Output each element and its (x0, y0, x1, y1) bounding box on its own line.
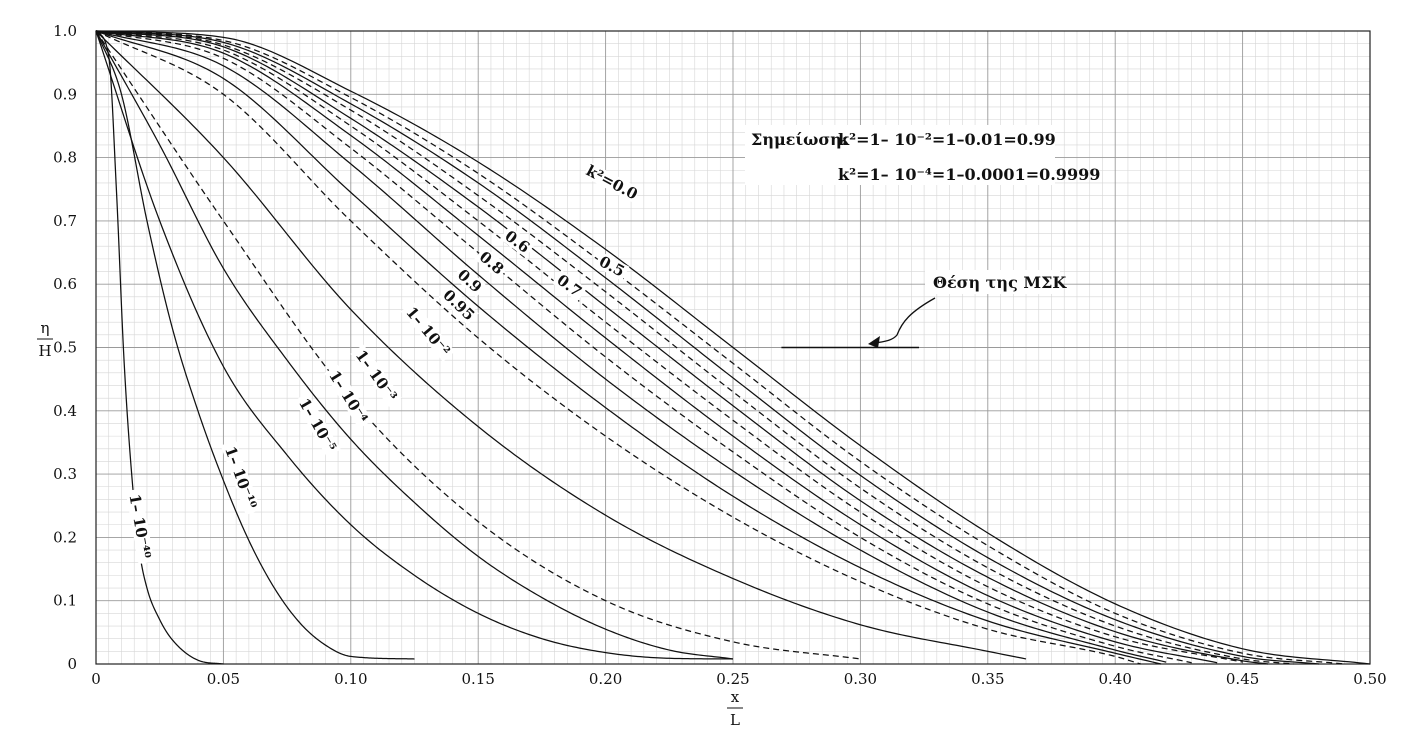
series-line (95, 30, 1141, 665)
y-axis-label-denominator: H (38, 342, 51, 360)
x-tick-label: 0.20 (589, 670, 622, 688)
curve-label-text: 1– 10⁻² (402, 303, 453, 359)
y-tick-label: 0.4 (53, 402, 77, 420)
annotation-arrowhead (868, 336, 880, 348)
x-axis-label-denominator: L (730, 711, 740, 729)
x-tick-label: 0.25 (716, 670, 749, 688)
series-line (95, 30, 1320, 665)
curve-label-text: 1– 10⁻¹⁰ (221, 444, 260, 512)
series-line (95, 30, 1162, 665)
y-tick-labels: 0 0.1 0.2 0.3 0.4 0.5 0.6 0.7 0.8 0.9 1.0 (53, 22, 77, 673)
y-tick-label: 1.0 (53, 22, 77, 40)
annotation-text: Θέση της ΜΣΚ (933, 273, 1067, 292)
x-tick-label: 0.50 (1353, 670, 1386, 688)
y-tick-label: 0.3 (53, 465, 77, 483)
note-block: Σημείωση: k²=1– 10⁻²=1–0.01=0.99 k²=1– 1… (745, 125, 1100, 185)
x-tick-label: 0.45 (1226, 670, 1259, 688)
curve-label-background (294, 392, 341, 458)
curve-label-text: k²=0.0 (583, 161, 641, 203)
y-tick-label: 0.9 (53, 85, 77, 103)
series-line (95, 30, 224, 665)
curve-label: 0.5 (594, 252, 630, 281)
y-tick-label: 0.2 (53, 528, 77, 546)
note-line-2: k²=1– 10⁻⁴=1–0.0001=0.9999 (838, 165, 1100, 184)
series-line (95, 30, 1345, 665)
curve-label: 1– 10⁻¹⁰ (220, 440, 261, 516)
note-prefix: Σημείωση: (751, 130, 848, 149)
series-line (95, 30, 734, 660)
series-line (95, 30, 1192, 664)
y-tick-label: 0 (67, 655, 77, 673)
series-line (95, 30, 1371, 665)
x-axis-label: x L (727, 688, 743, 729)
y-tick-label: 0.1 (53, 592, 77, 610)
curve-label: 0.6 (499, 226, 535, 258)
series-line (95, 30, 734, 660)
series-line (95, 30, 1167, 663)
series-line (95, 30, 1027, 660)
series-line (95, 30, 1269, 665)
y-tick-label: 0.6 (53, 275, 77, 293)
annotation: Θέση της ΜΣΚ (781, 270, 1067, 349)
x-tick-label: 0.05 (207, 670, 240, 688)
curve-label-background (452, 264, 487, 298)
series-line (95, 30, 861, 660)
x-tick-label: 0 (91, 670, 101, 688)
x-tick-label: 0.15 (461, 670, 494, 688)
series-line (95, 30, 1243, 663)
curve-label-background (594, 252, 630, 281)
y-tick-label: 0.5 (53, 339, 77, 357)
x-tick-labels: 0 0.05 0.10 0.15 0.20 0.25 0.30 0.35 0.40 0.45 0.5… (91, 670, 1386, 688)
note-background (745, 125, 1055, 185)
curve-label: 1– 10⁻⁵ (294, 392, 341, 458)
curve-label-background (400, 301, 456, 362)
curve-label-background (125, 488, 155, 565)
curve-label-background (220, 440, 261, 516)
curve-label-text: 1– 10⁻⁵ (295, 395, 340, 455)
note-line-1: k²=1– 10⁻²=1–0.01=0.99 (838, 130, 1056, 149)
curve-label-background (499, 226, 535, 258)
curve-label-background (551, 270, 587, 302)
series-line (95, 30, 1218, 664)
series-line (95, 30, 1294, 665)
y-axis-label-numerator: η (41, 319, 50, 337)
curve-label-background (474, 246, 509, 280)
curves (95, 30, 1371, 665)
y-axis-label: η H (37, 319, 53, 360)
curve-label-background (582, 162, 641, 203)
x-tick-label: 0.35 (971, 670, 1004, 688)
series-line (95, 30, 415, 660)
annotation-arrow (872, 297, 936, 344)
x-axis-label-numerator: x (731, 688, 740, 706)
x-tick-label: 0.30 (844, 670, 877, 688)
curve-label-background (324, 364, 373, 429)
curve-label-background (350, 344, 402, 407)
y-tick-label: 0.8 (53, 149, 77, 167)
curve-label-background (438, 285, 479, 325)
plot-frame (95, 30, 1371, 665)
y-tick-label: 0.7 (53, 212, 77, 230)
x-tick-label: 0.10 (334, 670, 367, 688)
x-tick-label: 0.40 (1098, 670, 1131, 688)
annotation-background (925, 270, 1060, 294)
curve-label: k²=0.0 (582, 161, 641, 203)
